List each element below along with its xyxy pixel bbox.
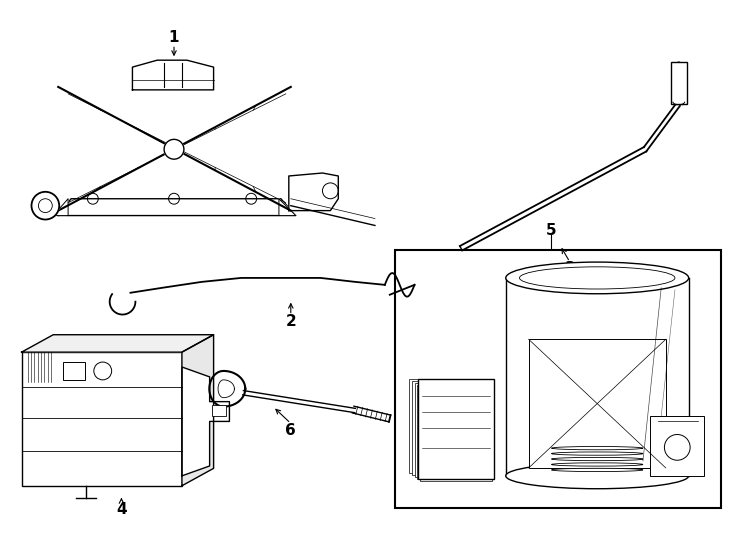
Polygon shape <box>182 335 214 486</box>
Bar <box>409 379 480 473</box>
Text: 2: 2 <box>286 314 296 329</box>
Polygon shape <box>288 173 338 211</box>
Text: 4: 4 <box>116 502 127 517</box>
Polygon shape <box>21 335 214 352</box>
Text: 6: 6 <box>286 423 296 438</box>
Bar <box>63 362 85 380</box>
Text: 3: 3 <box>564 260 575 275</box>
Ellipse shape <box>551 463 643 466</box>
Ellipse shape <box>551 447 643 450</box>
Bar <box>650 416 705 476</box>
Bar <box>671 62 687 104</box>
Bar <box>211 404 227 416</box>
Ellipse shape <box>506 463 688 489</box>
Bar <box>528 339 666 468</box>
Ellipse shape <box>551 468 643 471</box>
Bar <box>421 387 492 481</box>
Polygon shape <box>54 199 68 215</box>
Bar <box>418 385 489 479</box>
Text: 1: 1 <box>169 30 179 45</box>
Text: 5: 5 <box>546 223 557 238</box>
Ellipse shape <box>551 452 643 455</box>
Ellipse shape <box>551 457 643 461</box>
Bar <box>415 383 486 477</box>
Bar <box>395 250 722 508</box>
Circle shape <box>32 192 59 220</box>
Ellipse shape <box>520 267 675 289</box>
Bar <box>412 381 483 475</box>
Bar <box>21 352 182 486</box>
Polygon shape <box>58 199 296 215</box>
Polygon shape <box>132 60 214 90</box>
Polygon shape <box>279 199 296 215</box>
Ellipse shape <box>506 262 688 294</box>
Polygon shape <box>182 367 230 476</box>
Bar <box>418 379 494 479</box>
Circle shape <box>164 139 184 159</box>
